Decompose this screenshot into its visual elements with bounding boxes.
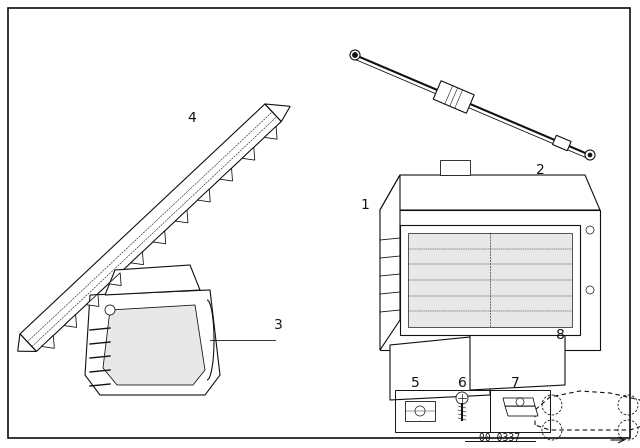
Text: 5: 5 [411, 376, 419, 390]
Polygon shape [405, 401, 435, 421]
Polygon shape [18, 334, 36, 352]
Circle shape [588, 153, 592, 157]
Text: 7: 7 [511, 376, 520, 390]
Polygon shape [105, 265, 200, 295]
Polygon shape [380, 175, 400, 350]
Polygon shape [380, 175, 600, 210]
Text: 1: 1 [360, 198, 369, 212]
Polygon shape [390, 335, 490, 400]
Polygon shape [86, 294, 99, 306]
Polygon shape [131, 252, 143, 265]
Text: 8: 8 [556, 328, 564, 342]
Polygon shape [440, 160, 470, 175]
Polygon shape [265, 104, 290, 121]
Polygon shape [552, 135, 571, 151]
Bar [395, 390, 490, 432]
Text: 4: 4 [188, 111, 196, 125]
Polygon shape [42, 336, 54, 348]
Text: 2: 2 [536, 163, 545, 177]
Bar [400, 225, 580, 335]
Polygon shape [103, 305, 205, 385]
Circle shape [586, 226, 594, 234]
Polygon shape [220, 168, 232, 181]
Polygon shape [198, 189, 211, 202]
Circle shape [586, 286, 594, 294]
Polygon shape [408, 233, 572, 327]
Circle shape [350, 50, 360, 60]
Polygon shape [64, 314, 77, 327]
Polygon shape [470, 325, 565, 390]
Polygon shape [109, 273, 121, 285]
Circle shape [105, 305, 115, 315]
Polygon shape [153, 231, 166, 244]
Circle shape [585, 150, 595, 160]
Text: 3: 3 [274, 318, 282, 332]
Polygon shape [242, 147, 255, 160]
Circle shape [415, 406, 425, 416]
Polygon shape [380, 210, 600, 350]
Text: 6: 6 [458, 376, 467, 390]
Polygon shape [175, 210, 188, 223]
Polygon shape [264, 126, 277, 139]
Polygon shape [85, 290, 220, 395]
Circle shape [353, 52, 358, 57]
Circle shape [456, 392, 468, 404]
Polygon shape [433, 81, 474, 113]
Circle shape [516, 398, 524, 406]
Polygon shape [503, 398, 535, 406]
Bar [490, 390, 550, 432]
Polygon shape [20, 104, 282, 352]
Text: 00 0337: 00 0337 [479, 433, 520, 443]
Polygon shape [505, 406, 538, 416]
